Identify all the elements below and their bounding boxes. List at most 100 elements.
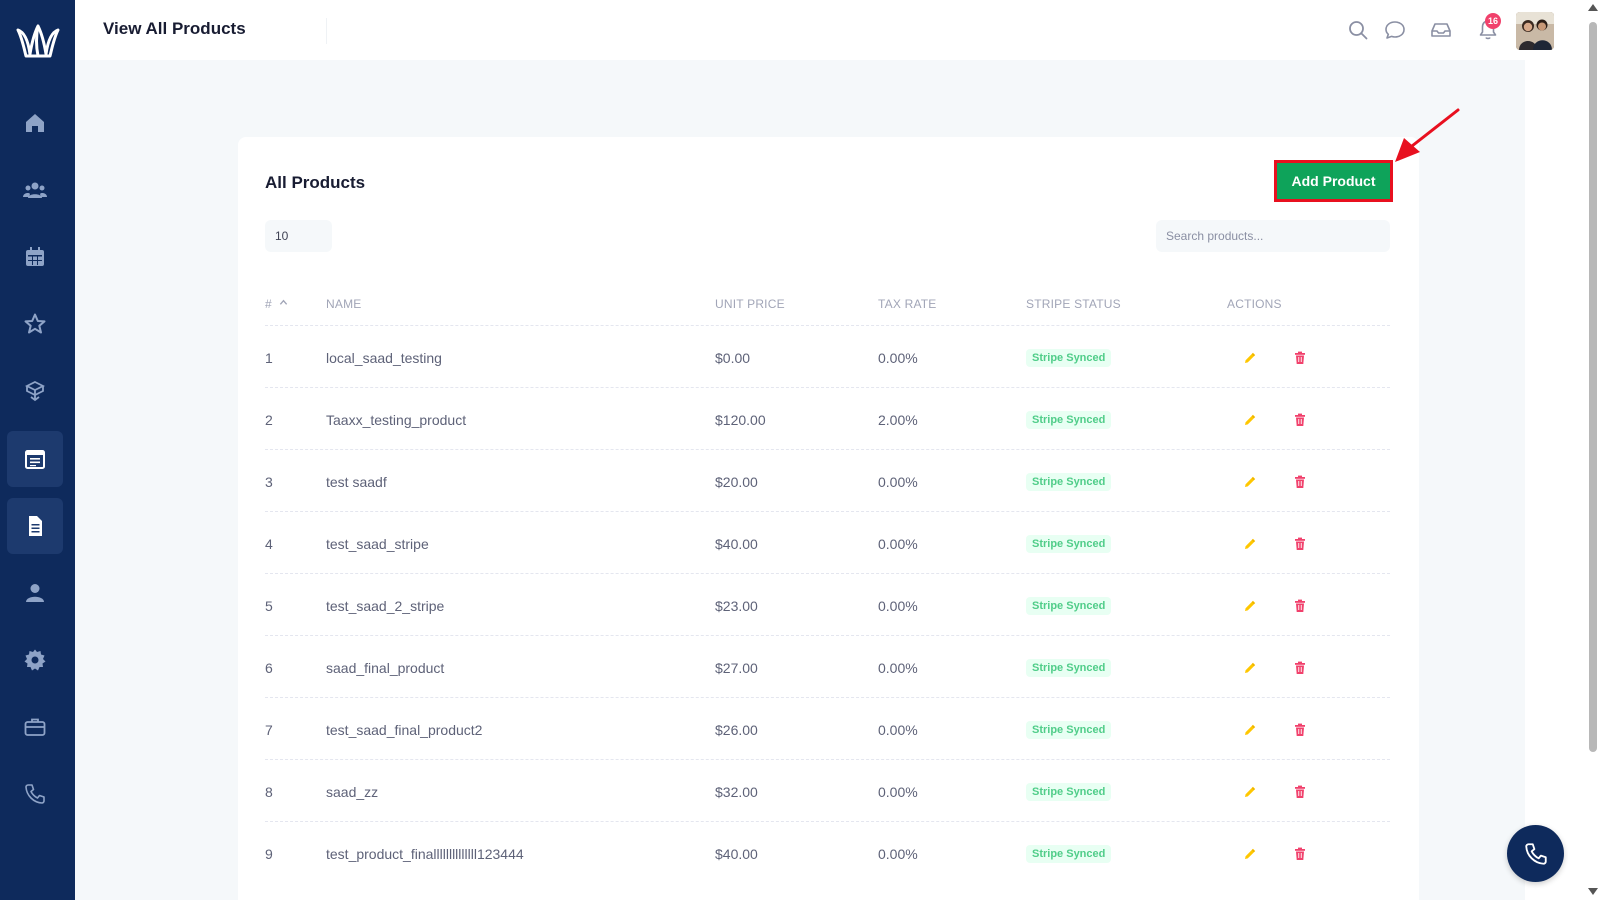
edit-icon[interactable] <box>1242 412 1258 428</box>
top-header: View All Products <box>75 0 1525 60</box>
status-badge: Stripe Synced <box>1026 535 1112 553</box>
unit-price: $0.00 <box>715 350 751 366</box>
column-header-name[interactable]: Name <box>326 297 362 311</box>
product-name: local_saad_testing <box>326 350 442 366</box>
edit-icon[interactable] <box>1242 784 1258 800</box>
row-number: 3 <box>265 474 273 490</box>
box-icon <box>24 380 46 402</box>
sort-ascending-icon[interactable] <box>279 298 288 307</box>
tax-rate: 0.00% <box>878 784 918 800</box>
product-name: saad_zz <box>326 784 379 800</box>
call-button[interactable] <box>1507 825 1564 882</box>
unit-price: $120.00 <box>715 412 766 428</box>
page-size-select[interactable]: 10 <box>265 220 332 252</box>
edit-icon[interactable] <box>1242 846 1258 862</box>
trash-icon[interactable] <box>1292 784 1308 800</box>
row-divider <box>265 573 1390 574</box>
gear-icon <box>24 649 46 671</box>
row-number: 9 <box>265 846 273 862</box>
tax-rate: 0.00% <box>878 660 918 676</box>
table-row[interactable]: 7 test_saad_final_product2 $26.00 0.00% Stri… <box>238 699 1419 761</box>
row-divider <box>265 511 1390 512</box>
trash-icon[interactable] <box>1292 536 1308 552</box>
table-row[interactable]: 1 local_saad_testing $0.00 0.00% Stripe Sync… <box>238 327 1419 389</box>
scroll-down-arrow-icon[interactable] <box>1588 888 1598 895</box>
sidebar-item-document[interactable] <box>7 498 63 554</box>
unit-price: $27.00 <box>715 660 758 676</box>
sidebar-item-home[interactable] <box>7 95 63 151</box>
sidebar-item-briefcase[interactable] <box>7 699 63 755</box>
row-divider <box>265 759 1390 760</box>
products-card: All Products Add Product 10 # Name Unit … <box>238 137 1419 900</box>
column-header-tax-rate[interactable]: Tax Rate <box>878 297 937 311</box>
sidebar-item-calendar[interactable] <box>7 229 63 285</box>
calendar-list-icon <box>25 450 45 469</box>
logo-icon[interactable] <box>14 16 62 60</box>
right-gutter <box>1525 0 1585 900</box>
trash-icon[interactable] <box>1292 846 1308 862</box>
add-product-button[interactable]: Add Product <box>1277 163 1390 199</box>
column-header-actions: Actions <box>1227 297 1282 311</box>
table-row[interactable]: 3 test saadf $20.00 0.00% Stripe Synced <box>238 451 1419 513</box>
sidebar-item-calendar-list[interactable] <box>7 431 63 487</box>
scroll-up-arrow-icon[interactable] <box>1588 4 1598 11</box>
calendar-icon <box>26 247 44 266</box>
users-icon <box>23 182 47 198</box>
tax-rate: 0.00% <box>878 722 918 738</box>
briefcase-icon <box>24 718 46 736</box>
trash-icon[interactable] <box>1292 598 1308 614</box>
add-product-highlight <box>1274 160 1393 202</box>
unit-price: $32.00 <box>715 784 758 800</box>
column-header-number[interactable]: # <box>265 297 272 311</box>
tax-rate: 0.00% <box>878 536 918 552</box>
annotation-arrow-icon <box>1395 108 1460 162</box>
status-badge: Stripe Synced <box>1026 721 1112 739</box>
search-icon[interactable] <box>1346 18 1370 42</box>
column-header-unit-price[interactable]: Unit Price <box>715 297 785 311</box>
page-scrollbar[interactable] <box>1585 0 1600 900</box>
edit-icon[interactable] <box>1242 660 1258 676</box>
search-input[interactable] <box>1156 220 1390 252</box>
trash-icon[interactable] <box>1292 474 1308 490</box>
product-name: test saadf <box>326 474 387 490</box>
table-row[interactable]: 5 test_saad_2_stripe $23.00 0.00% Stripe Syn… <box>238 575 1419 637</box>
trash-icon[interactable] <box>1292 722 1308 738</box>
edit-icon[interactable] <box>1242 474 1258 490</box>
edit-icon[interactable] <box>1242 350 1258 366</box>
sidebar-item-user[interactable] <box>7 565 63 621</box>
edit-icon[interactable] <box>1242 598 1258 614</box>
avatar[interactable] <box>1516 12 1554 50</box>
tax-rate: 2.00% <box>878 412 918 428</box>
sidebar-item-star[interactable] <box>7 296 63 352</box>
table-row[interactable]: 2 Taaxx_testing_product $120.00 2.00% Stripe… <box>238 389 1419 451</box>
chat-icon[interactable] <box>1383 18 1407 42</box>
status-badge: Stripe Synced <box>1026 659 1112 677</box>
product-name: test_saad_stripe <box>326 536 429 552</box>
inbox-icon[interactable] <box>1429 18 1453 42</box>
trash-icon[interactable] <box>1292 660 1308 676</box>
table-row[interactable]: 8 saad_zz $32.00 0.00% Stripe Synced <box>238 761 1419 823</box>
tax-rate: 0.00% <box>878 474 918 490</box>
unit-price: $26.00 <box>715 722 758 738</box>
table-row[interactable]: 4 test_saad_stripe $40.00 0.00% Stripe Synce… <box>238 513 1419 575</box>
trash-icon[interactable] <box>1292 350 1308 366</box>
table-row[interactable]: 6 saad_final_product $27.00 0.00% Stripe Syn… <box>238 637 1419 699</box>
product-name: saad_final_product <box>326 660 445 676</box>
sidebar-item-box[interactable] <box>7 363 63 419</box>
title-divider <box>326 18 327 44</box>
document-icon <box>29 516 42 536</box>
sidebar-item-settings[interactable] <box>7 632 63 688</box>
scroll-thumb[interactable] <box>1589 22 1597 752</box>
row-number: 5 <box>265 598 273 614</box>
edit-icon[interactable] <box>1242 722 1258 738</box>
phone-icon <box>1524 842 1547 865</box>
table-row[interactable]: 9 test_product_finallllllllllllll123444 $4… <box>238 823 1419 885</box>
trash-icon[interactable] <box>1292 412 1308 428</box>
column-header-stripe-status[interactable]: Stripe Status <box>1026 297 1121 311</box>
row-number: 7 <box>265 722 273 738</box>
row-number: 6 <box>265 660 273 676</box>
sidebar-item-users[interactable] <box>7 162 63 218</box>
sidebar-item-phone[interactable] <box>7 766 63 822</box>
edit-icon[interactable] <box>1242 536 1258 552</box>
user-icon <box>26 584 44 602</box>
